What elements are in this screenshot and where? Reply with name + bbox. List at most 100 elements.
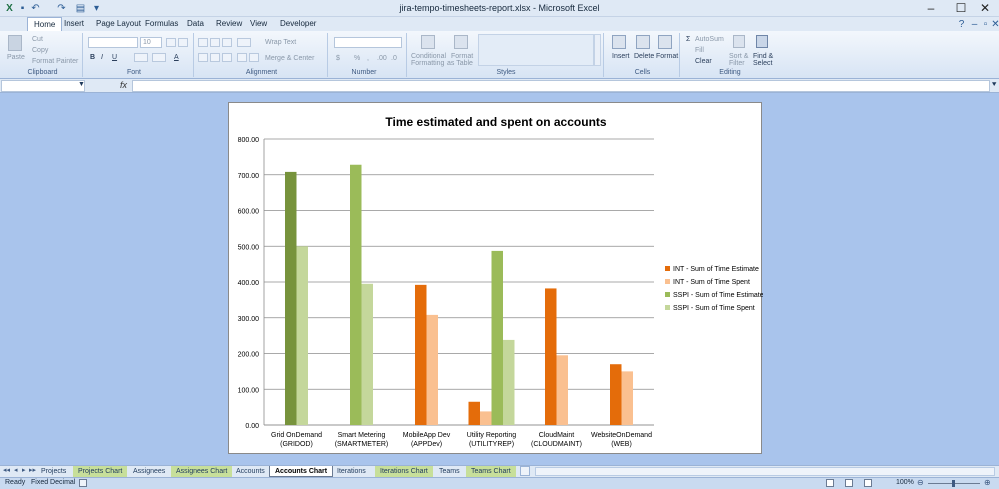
paste-button[interactable]: Paste	[7, 54, 25, 61]
delete-button[interactable]: Delete	[634, 53, 655, 60]
decrease-indent-icon[interactable]	[237, 53, 247, 62]
tab-insert[interactable]: Insert	[64, 19, 85, 28]
find-select-button-line2[interactable]: Select	[753, 60, 773, 67]
format-as-table-button-line2[interactable]: as Table	[447, 60, 473, 67]
format-button[interactable]: Format	[656, 53, 679, 60]
status-fixed-decimal: Fixed Decimal	[31, 479, 76, 486]
page-layout-view-icon[interactable]	[845, 479, 853, 487]
underline-icon[interactable]: U	[112, 54, 118, 61]
tab-developer[interactable]: Developer	[280, 19, 317, 28]
grow-font-icon[interactable]	[166, 38, 176, 47]
tab-review[interactable]: Review	[216, 19, 243, 28]
align-top-icon[interactable]	[198, 38, 208, 47]
maximize-button[interactable]: ☐	[955, 1, 967, 15]
format-as-table-button[interactable]: Format	[451, 53, 474, 60]
sheet-tab-teams[interactable]: Teams	[439, 468, 460, 475]
sheet-tab-accounts-chart[interactable]: Accounts Chart	[269, 466, 334, 477]
minimize-button[interactable]: –	[927, 1, 935, 15]
sheet-nav-next-icon[interactable]: ▸	[22, 467, 26, 474]
number-format-select[interactable]	[334, 37, 402, 48]
conditional-formatting-button[interactable]: Conditional	[411, 53, 447, 60]
tab-page-layout[interactable]: Page Layout	[96, 19, 141, 28]
increase-decimal-icon[interactable]: .00	[377, 55, 387, 62]
undo-icon[interactable]: ↶	[31, 3, 40, 14]
ribbon-restore-icon[interactable]: ▫	[983, 19, 988, 30]
print-icon[interactable]: ▤	[75, 3, 86, 14]
cell-styles-gallery[interactable]	[478, 34, 594, 66]
fill-button[interactable]: Fill	[695, 47, 704, 54]
sheet-tab-projects-chart[interactable]: Projects Chart	[73, 466, 128, 477]
align-right-icon[interactable]	[222, 53, 232, 62]
redo-icon[interactable]: ↷	[57, 3, 66, 14]
ribbon-minimize-icon[interactable]: –	[971, 19, 978, 30]
align-bottom-icon[interactable]	[222, 38, 232, 47]
comma-icon[interactable]: ,	[367, 55, 369, 62]
normal-view-icon[interactable]	[826, 479, 834, 487]
format-painter-button[interactable]: Format Painter	[32, 58, 79, 65]
bar-int-sum-of-time-spent	[556, 355, 568, 425]
copy-button[interactable]: Copy	[32, 47, 49, 54]
close-button[interactable]: ✕	[979, 1, 991, 15]
increase-indent-icon[interactable]	[249, 53, 259, 62]
find-select-button[interactable]: Find &	[753, 53, 774, 60]
tab-home[interactable]: Home	[27, 17, 63, 32]
bold-icon[interactable]: B	[90, 54, 96, 61]
tab-data[interactable]: Data	[187, 19, 204, 28]
zoom-slider-thumb[interactable]	[952, 480, 955, 487]
sheet-tab-assignees[interactable]: Assignees	[133, 468, 166, 475]
quick-access-dropdown-icon[interactable]: ▾	[93, 3, 100, 14]
sheet-tab-iterations-chart[interactable]: Iterations Chart	[375, 466, 433, 477]
clear-button[interactable]: Clear	[695, 58, 712, 65]
sheet-tab-projects[interactable]: Projects	[41, 468, 67, 475]
insert-sheet-icon[interactable]	[520, 466, 530, 476]
sheet-tab-iterations[interactable]: Iterations	[337, 468, 366, 475]
tab-view[interactable]: View	[250, 19, 268, 28]
gallery-scroll[interactable]	[594, 34, 601, 66]
insert-function-icon[interactable]: fx	[120, 80, 128, 90]
sheet-nav-prev-icon[interactable]: ◂	[14, 467, 18, 474]
sort-filter-button[interactable]: Sort &	[729, 53, 749, 60]
autosum-button[interactable]: AutoSum	[695, 36, 724, 43]
formula-input[interactable]	[132, 80, 990, 92]
name-box[interactable]	[1, 80, 85, 92]
percent-icon[interactable]: %	[354, 55, 361, 62]
insert-button[interactable]: Insert	[612, 53, 630, 60]
sheet-tab-assignees-chart[interactable]: Assignees Chart	[171, 466, 233, 477]
sheet-tab-teams-chart[interactable]: Teams Chart	[466, 466, 516, 477]
sheet-tab-accounts[interactable]: Accounts	[236, 468, 265, 475]
merge-center-button[interactable]: Merge & Center	[265, 55, 315, 62]
name-box-dropdown-icon[interactable]: ▼	[78, 81, 85, 88]
wrap-text-button[interactable]: Wrap Text	[265, 39, 297, 46]
sheet-nav-last-icon[interactable]: ▸▸	[29, 467, 37, 474]
bar-sspi-sum-of-time-estimate	[350, 164, 362, 426]
font-size-select[interactable]: 10	[140, 37, 162, 48]
tab-formulas[interactable]: Formulas	[145, 19, 179, 28]
font-name-select[interactable]	[88, 37, 138, 48]
align-center-icon[interactable]	[210, 53, 220, 62]
help-icon[interactable]: ?	[958, 19, 965, 30]
macro-record-icon[interactable]	[79, 479, 87, 487]
expand-formula-bar-icon[interactable]: ⯆	[991, 80, 998, 89]
italic-icon[interactable]: I	[101, 54, 103, 61]
shrink-font-icon[interactable]	[178, 38, 188, 47]
zoom-out-icon[interactable]: ⊖	[917, 478, 924, 487]
align-middle-icon[interactable]	[210, 38, 220, 47]
decrease-decimal-icon[interactable]: .0	[391, 55, 397, 62]
zoom-level[interactable]: 100%	[896, 479, 914, 486]
conditional-formatting-button-line2[interactable]: Formatting	[411, 60, 445, 67]
orientation-icon[interactable]	[237, 38, 251, 47]
borders-icon[interactable]	[134, 53, 148, 62]
chart-area[interactable]: Time estimated and spent on accounts 0.00…	[228, 102, 763, 454]
sort-filter-button-line2[interactable]: Filter	[729, 60, 745, 67]
save-icon[interactable]: ▪	[20, 3, 25, 14]
cut-button[interactable]: Cut	[32, 36, 43, 43]
horizontal-scrollbar[interactable]	[535, 467, 995, 476]
sheet-nav-first-icon[interactable]: ◂◂	[3, 467, 11, 474]
ribbon-close-icon[interactable]: ✕	[991, 19, 999, 30]
zoom-in-icon[interactable]: ⊕	[984, 478, 991, 487]
font-color-icon[interactable]: A	[174, 54, 179, 61]
fill-color-icon[interactable]	[152, 53, 166, 62]
page-break-view-icon[interactable]	[864, 479, 872, 487]
currency-icon[interactable]: $	[336, 55, 340, 62]
align-left-icon[interactable]	[198, 53, 208, 62]
